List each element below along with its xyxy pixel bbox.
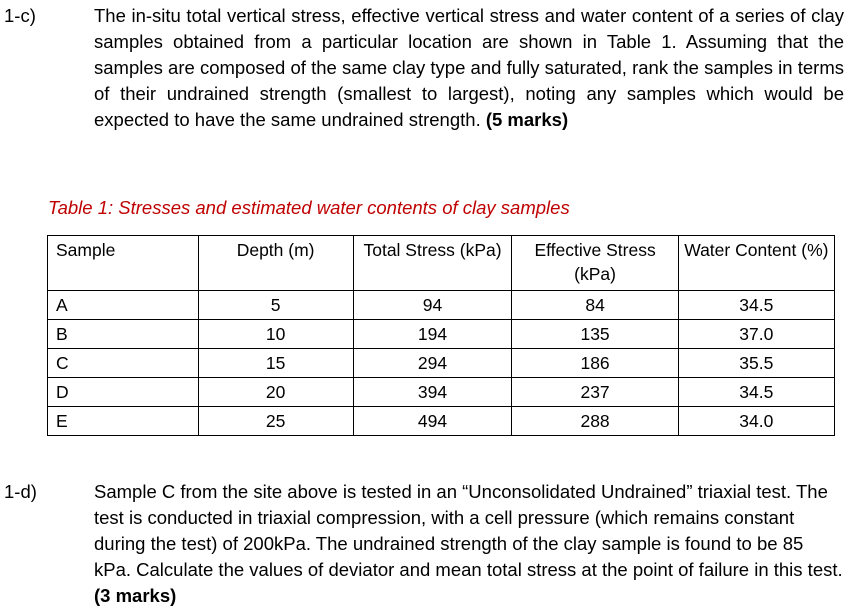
cell-effective-stress: 135	[511, 319, 679, 349]
header-total-stress: Total Stress (kPa)	[352, 235, 513, 291]
cell-water-content: 34.5	[677, 377, 836, 407]
question-text: Sample C from the site above is tested i…	[94, 481, 843, 580]
question-text-block: The in-situ total vertical stress, effec…	[94, 3, 844, 133]
cell-total-stress: 194	[352, 319, 513, 349]
table-row: D 20 394 237 34.5	[47, 377, 836, 407]
cell-depth: 25	[197, 406, 354, 436]
question-number: 1-d)	[4, 481, 37, 502]
table-row: A 5 94 84 34.5	[47, 290, 836, 320]
cell-sample: E	[47, 406, 199, 436]
header-effective-stress: Effective Stress (kPa)	[511, 235, 679, 291]
cell-total-stress: 294	[352, 348, 513, 378]
header-water-content: Water Content (%)	[677, 235, 836, 291]
question-text-block: Sample C from the site above is tested i…	[94, 479, 844, 609]
cell-depth: 15	[197, 348, 354, 378]
cell-depth: 20	[197, 377, 354, 407]
cell-effective-stress: 288	[511, 406, 679, 436]
cell-depth: 10	[197, 319, 354, 349]
cell-water-content: 34.0	[677, 406, 836, 436]
question-marks: (3 marks)	[94, 585, 177, 606]
header-depth: Depth (m)	[197, 235, 354, 291]
cell-water-content: 34.5	[677, 290, 836, 320]
cell-total-stress: 94	[352, 290, 513, 320]
question-text: The in-situ total vertical stress, effec…	[94, 5, 844, 130]
cell-sample: A	[47, 290, 199, 320]
question-number: 1-c)	[4, 5, 36, 26]
stress-table: Sample Depth (m) Total Stress (kPa) Effe…	[47, 235, 836, 436]
cell-sample: C	[47, 348, 199, 378]
table-row: E 25 494 288 34.0	[47, 406, 836, 436]
question-1d: 1-d) Sample C from the site above is tes…	[0, 479, 852, 609]
cell-effective-stress: 84	[511, 290, 679, 320]
cell-total-stress: 494	[352, 406, 513, 436]
cell-sample: B	[47, 319, 199, 349]
question-marks: (5 marks)	[485, 109, 569, 130]
table-header-row: Sample Depth (m) Total Stress (kPa) Effe…	[47, 235, 836, 291]
table-row: B 10 194 135 37.0	[47, 319, 836, 349]
cell-water-content: 35.5	[677, 348, 836, 378]
header-sample: Sample	[47, 235, 199, 291]
cell-effective-stress: 237	[511, 377, 679, 407]
cell-total-stress: 394	[352, 377, 513, 407]
cell-depth: 5	[197, 290, 354, 320]
table-caption: Table 1: Stresses and estimated water co…	[48, 197, 570, 218]
question-1c: 1-c) The in-situ total vertical stress, …	[0, 3, 852, 143]
cell-water-content: 37.0	[677, 319, 836, 349]
table-row: C 15 294 186 35.5	[47, 348, 836, 378]
cell-sample: D	[47, 377, 199, 407]
cell-effective-stress: 186	[511, 348, 679, 378]
